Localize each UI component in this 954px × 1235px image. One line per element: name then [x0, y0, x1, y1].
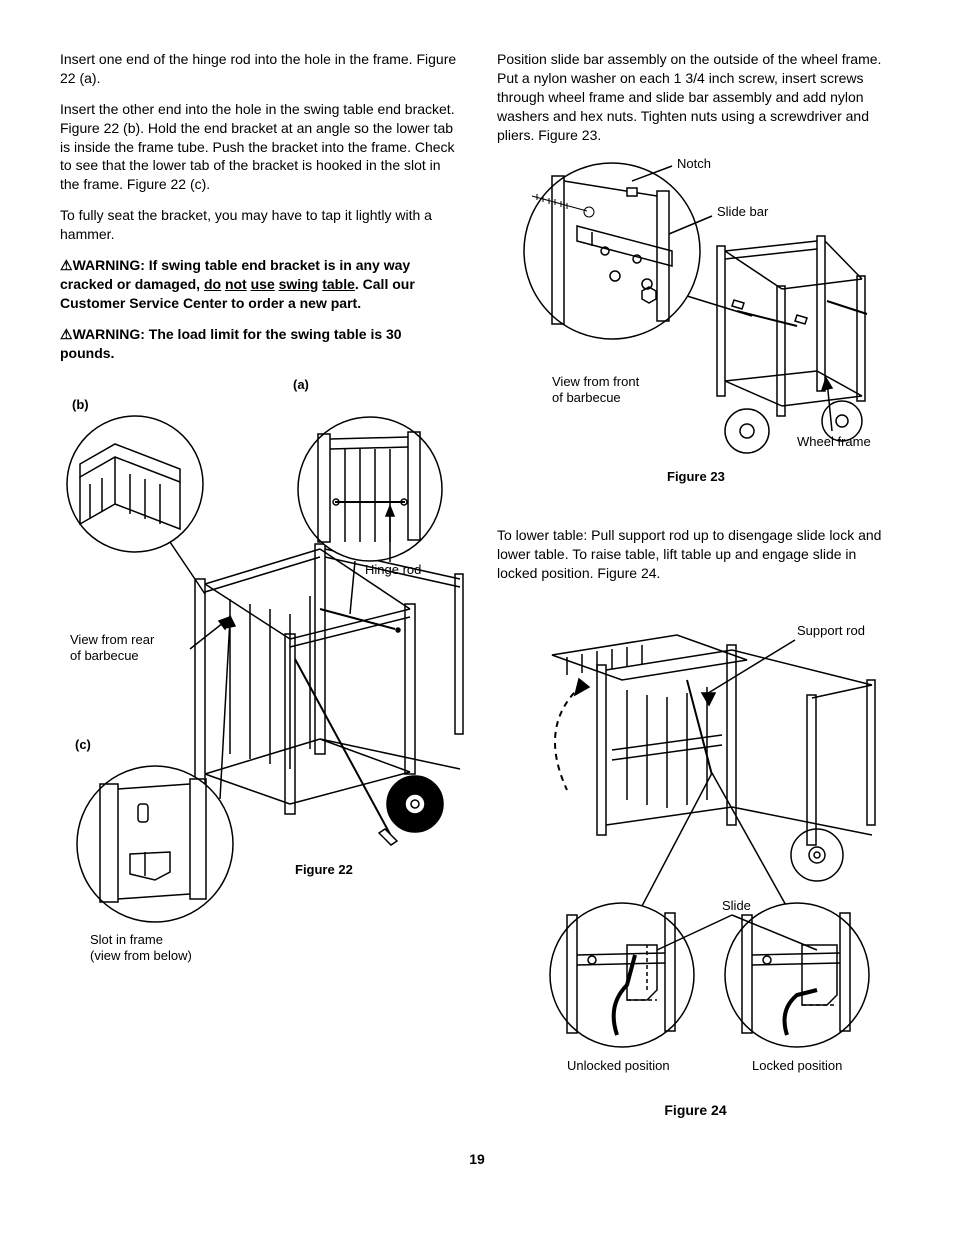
warn1-u4: swing [279, 276, 319, 292]
para-1: Insert one end of the hinge rod into the… [60, 50, 457, 88]
warning-2: ⚠WARNING: The load limit for the swing t… [60, 325, 457, 363]
fig22-label-rear2: of barbecue [70, 648, 139, 663]
para-r2: To lower table: Pull support rod up to d… [497, 526, 894, 583]
fig23-label-notch: Notch [677, 156, 711, 171]
warn1-u2: not [225, 276, 247, 292]
figure-23: Notch Slide bar View from front of barbe… [497, 156, 894, 486]
fig22-label-hinge: Hinge rod [365, 562, 421, 577]
fig23-label-slidebar: Slide bar [717, 204, 769, 219]
warning-icon: ⚠ [60, 257, 73, 273]
fig24-label-unlocked: Unlocked position [567, 1058, 670, 1073]
fig24-label-slide: Slide [722, 898, 751, 913]
warn2-text: WARNING: The load limit for the swing ta… [60, 326, 402, 361]
figure-24-svg: Support rod Slide Unlocked position Lock… [497, 595, 897, 1095]
fig22-label-c: (c) [75, 737, 91, 752]
figure-24: Support rod Slide Unlocked position Lock… [497, 595, 894, 1120]
warning-icon: ⚠ [60, 326, 73, 342]
fig23-label-view2: of barbecue [552, 390, 621, 405]
page-body: Insert one end of the hinge rod into the… [60, 50, 894, 1120]
fig24-caption: Figure 24 [497, 1101, 894, 1120]
fig23-caption: Figure 23 [667, 469, 725, 484]
figure-22-svg: (a) (b) (c) Hinge rod View from rear of … [60, 374, 470, 964]
fig24-label-locked: Locked position [752, 1058, 842, 1073]
warning-1: ⚠WARNING: If swing table end bracket is … [60, 256, 457, 313]
fig22-label-b: (b) [72, 397, 89, 412]
para-r1: Position slide bar assembly on the outsi… [497, 50, 894, 144]
warn1-u3: use [251, 276, 275, 292]
fig23-label-view1: View from front [552, 374, 640, 389]
fig22-label-rear1: View from rear [70, 632, 155, 647]
fig23-label-wheel: Wheel frame [797, 434, 871, 449]
warn1-u5: table [322, 276, 355, 292]
fig22-label-a: (a) [293, 377, 309, 392]
para-2: Insert the other end into the hole in th… [60, 100, 457, 194]
right-column: Position slide bar assembly on the outsi… [497, 50, 894, 1120]
fig22-caption: Figure 22 [295, 862, 353, 877]
page-number: 19 [60, 1150, 894, 1169]
para-3: To fully seat the bracket, you may have … [60, 206, 457, 244]
figure-23-svg: Notch Slide bar View from front of barbe… [497, 156, 897, 486]
fig24-label-support: Support rod [797, 623, 865, 638]
fig22-label-slot1: Slot in frame [90, 932, 163, 947]
fig22-label-slot2: (view from below) [90, 948, 192, 963]
figure-22: (a) (b) (c) Hinge rod View from rear of … [60, 374, 457, 964]
warn1-u1: do [204, 276, 221, 292]
left-column: Insert one end of the hinge rod into the… [60, 50, 457, 1120]
